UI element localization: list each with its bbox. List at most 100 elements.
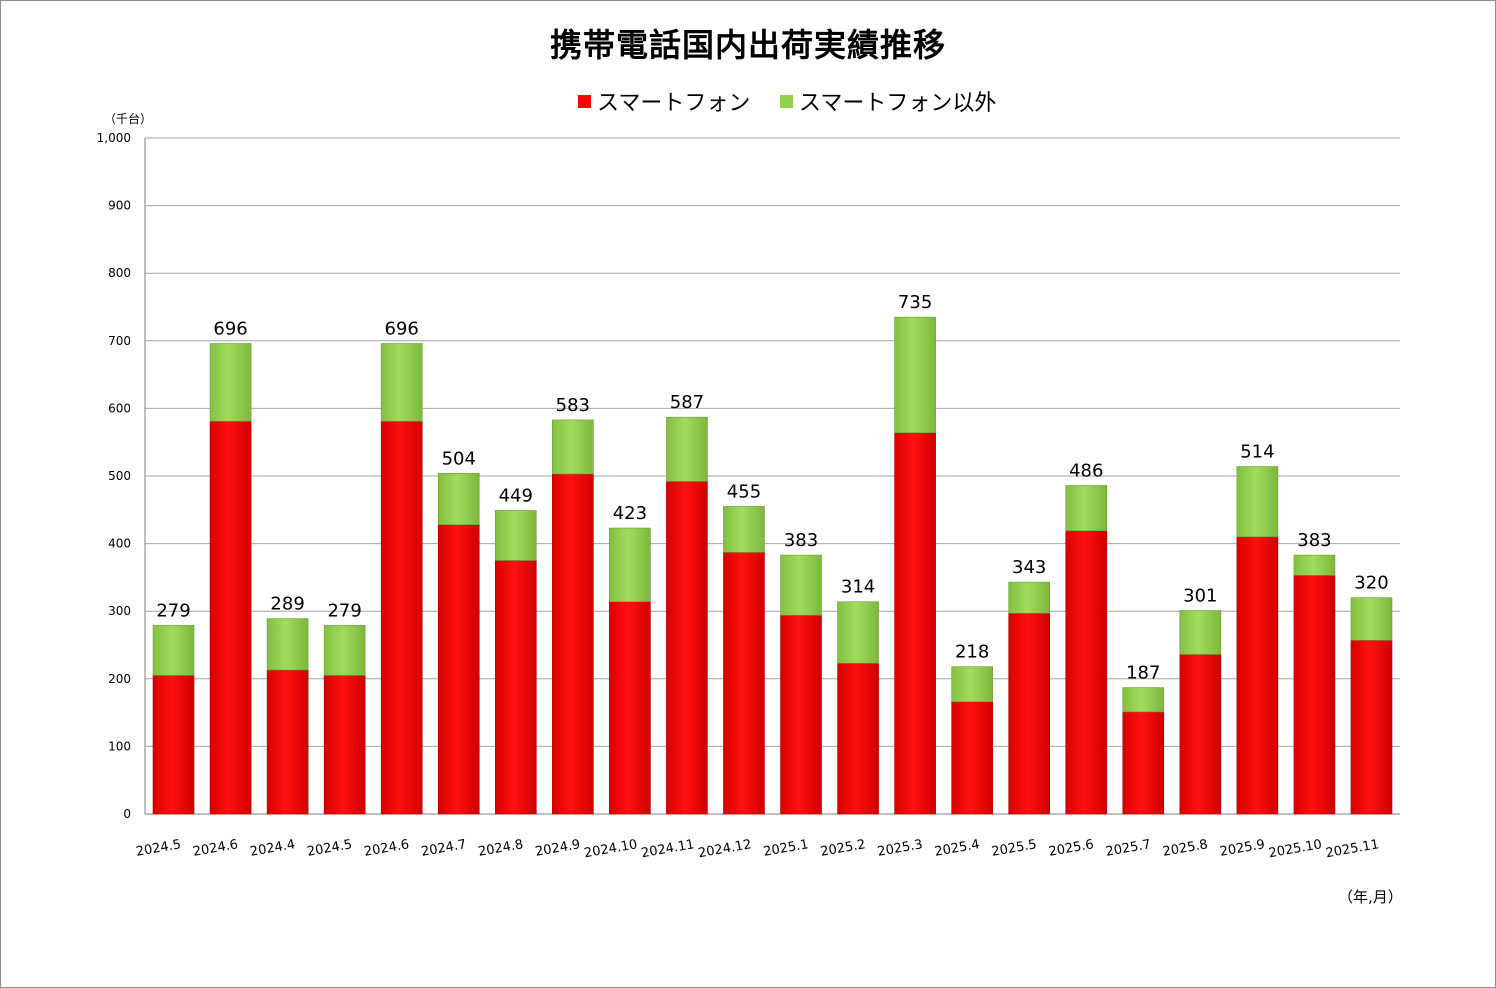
y-tick-label: 800 — [108, 266, 131, 280]
bar-smartphone — [1065, 530, 1108, 815]
x-tick-label: 2025.3 — [876, 837, 923, 860]
bar-other — [951, 666, 993, 703]
bar-smartphone — [1179, 654, 1222, 815]
y-tick-label: 500 — [108, 469, 131, 483]
bar-other — [552, 419, 594, 475]
bar-other — [1122, 687, 1165, 713]
y-tick-label: 600 — [108, 401, 131, 415]
x-tick-label: 2025.4 — [933, 837, 980, 860]
y-tick-label: 100 — [108, 739, 131, 753]
bar-smartphone — [1008, 612, 1051, 815]
bar-smartphone — [780, 614, 822, 815]
legend: スマートフォン スマートフォン以外 — [0, 86, 1496, 116]
y-tick-label: 700 — [108, 334, 131, 348]
y-tick-label: 400 — [108, 537, 131, 551]
bar-other — [1008, 581, 1051, 614]
bar-smartphone — [1236, 536, 1279, 815]
bar-total-label: 455 — [727, 481, 761, 502]
bar-smartphone — [437, 524, 480, 815]
bar-total-label: 504 — [442, 448, 476, 469]
bar-total-label: 314 — [841, 577, 875, 598]
bar-total-label: 279 — [156, 600, 190, 621]
x-tick-label: 2024.6 — [363, 837, 410, 860]
bar-total-label: 486 — [1069, 460, 1103, 481]
x-tick-label: 2025.7 — [1105, 837, 1152, 860]
chart-title: 携帯電話国内出荷実績推移 — [549, 26, 946, 64]
bar-smartphone — [609, 601, 651, 815]
y-tick-label: 1,000 — [97, 131, 131, 145]
bar-other — [723, 506, 765, 553]
bar-smartphone — [894, 432, 936, 815]
bar-total-label: 320 — [1354, 573, 1388, 594]
bar-other — [837, 601, 879, 664]
bar-smartphone — [552, 473, 594, 815]
bar-other — [494, 510, 537, 561]
legend-label-other: スマートフォン以外 — [799, 91, 997, 116]
y-axis-unit: （千台） — [104, 112, 153, 126]
bar-total-label: 583 — [556, 395, 590, 416]
bar-total-label: 696 — [385, 319, 419, 340]
bar-total-label: 187 — [1126, 663, 1160, 684]
bar-other — [1065, 485, 1108, 532]
bar-other — [1236, 466, 1279, 538]
bar-other — [666, 416, 708, 482]
x-tick-label: 2024.11 — [640, 837, 696, 861]
bar-smartphone — [951, 701, 993, 815]
x-tick-label: 2025.1 — [762, 837, 809, 860]
bar-other — [380, 343, 423, 422]
legend-item-smartphone: スマートフォン — [578, 86, 750, 116]
bar-total-label: 735 — [898, 292, 932, 313]
bar-other — [152, 625, 195, 676]
bar-smartphone — [266, 669, 309, 815]
bar-total-label: 383 — [1297, 530, 1331, 551]
bar-other — [1350, 597, 1393, 641]
bar-total-label: 218 — [955, 642, 989, 663]
bar-smartphone — [1350, 639, 1393, 815]
bar-other — [266, 618, 309, 671]
y-tick-label: 300 — [108, 604, 131, 618]
bar-total-label: 343 — [1012, 557, 1046, 578]
bar-other — [323, 625, 366, 676]
bar-other — [209, 343, 252, 422]
bar-smartphone — [723, 552, 765, 815]
bar-smartphone — [152, 675, 195, 815]
x-tick-label: 2024.10 — [583, 837, 639, 861]
x-tick-label: 2025.10 — [1268, 837, 1324, 861]
x-tick-label: 2024.5 — [306, 837, 353, 860]
bar-smartphone — [1293, 575, 1336, 815]
bar-total-label: 587 — [670, 392, 704, 413]
bar-other — [1179, 610, 1222, 655]
y-tick-label: 200 — [108, 672, 131, 686]
bar-other — [1293, 554, 1336, 576]
bar-smartphone — [209, 420, 252, 815]
x-tick-label: 2025.5 — [990, 837, 1037, 860]
x-tick-label: 2024.4 — [249, 837, 296, 860]
x-tick-label: 2025.6 — [1048, 837, 1095, 860]
bar-other — [609, 527, 651, 603]
x-tick-label: 2025.8 — [1162, 837, 1209, 860]
x-tick-label: 2025.11 — [1325, 837, 1381, 861]
bar-other — [437, 472, 480, 525]
y-tick-label: 0 — [123, 807, 131, 821]
x-tick-label: 2024.9 — [534, 837, 581, 860]
legend-swatch-other — [780, 94, 793, 108]
x-tick-label: 2024.7 — [420, 837, 467, 860]
x-tick-label: 2025.2 — [819, 837, 866, 860]
bar-total-label: 383 — [784, 530, 818, 551]
bar-smartphone — [323, 675, 366, 815]
legend-swatch-smartphone — [578, 94, 591, 108]
bar-smartphone — [380, 420, 423, 815]
bar-total-label: 301 — [1183, 586, 1217, 607]
x-tick-label: 2024.12 — [697, 837, 753, 861]
bar-other — [894, 316, 936, 434]
bar-smartphone — [837, 662, 879, 815]
bar-total-label: 514 — [1240, 442, 1274, 463]
bar-total-label: 289 — [270, 594, 304, 615]
bar-smartphone — [666, 481, 708, 815]
x-axis-unit: （年,月） — [1338, 888, 1403, 906]
x-tick-label: 2024.8 — [477, 837, 524, 860]
y-tick-label: 900 — [108, 199, 131, 213]
bar-smartphone — [1122, 711, 1165, 815]
x-tick-label: 2024.5 — [135, 837, 182, 860]
